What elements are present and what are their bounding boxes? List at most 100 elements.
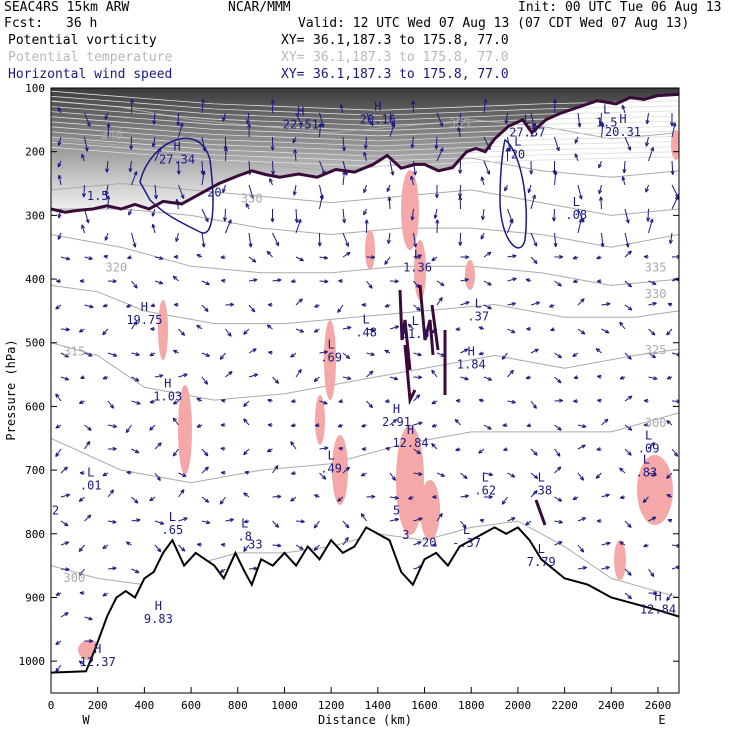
wind-vector-head-379 xyxy=(512,254,517,259)
wind-vector-head-37 xyxy=(87,426,92,431)
extremum-type-6: H xyxy=(619,112,626,126)
wind-vector-head-410 xyxy=(555,146,560,152)
wind-vector-head-248 xyxy=(345,242,349,247)
wind-vector-head-244 xyxy=(341,146,346,152)
wind-vector-head-231 xyxy=(324,279,329,284)
wind-vector-head-236 xyxy=(323,400,328,405)
wind-vector-311 xyxy=(413,422,423,426)
x-tick-label-4: 800 xyxy=(228,699,248,712)
wind-vector-head-77 xyxy=(126,303,131,308)
wind-vector-head-484 xyxy=(619,495,625,500)
wind-vector-head-192 xyxy=(266,250,271,256)
wind-vector-head-394 xyxy=(527,188,532,194)
wind-vector-head-503 xyxy=(650,441,656,447)
wind-vector-363 xyxy=(483,304,492,310)
extremum-type-7: L xyxy=(573,195,580,209)
wind-vector-head-123 xyxy=(182,473,187,477)
contour-label-12: 2 xyxy=(52,504,59,518)
wind-vector-head-352 xyxy=(463,474,468,480)
wind-vector-head-303 xyxy=(413,243,418,248)
extremum-type-11: L xyxy=(363,313,370,327)
wind-vector-head-213 xyxy=(298,298,303,303)
pv-tower-contours xyxy=(398,284,547,526)
wind-vector-216 xyxy=(295,369,302,378)
wind-vector-head-364 xyxy=(478,326,483,331)
wind-vector-head-450 xyxy=(598,163,602,169)
wind-vector-head-203 xyxy=(274,523,280,528)
wind-vector-106 xyxy=(154,520,165,525)
wind-vector-head-32 xyxy=(89,304,94,309)
wind-vector-251 xyxy=(337,304,344,313)
wind-vector-482 xyxy=(624,448,632,456)
wind-vector-478 xyxy=(624,352,632,360)
wind-vector-head-331 xyxy=(431,423,437,428)
wind-vector-head-306 xyxy=(416,306,421,311)
wind-vector-134 xyxy=(201,280,210,286)
wind-vector-60 xyxy=(107,400,114,409)
y-tick-label-6: 700 xyxy=(25,464,45,477)
wind-vector-57 xyxy=(102,328,109,336)
wind-vector-head-312 xyxy=(416,450,421,455)
wind-vector-head-510 xyxy=(669,122,674,127)
wind-vector-head-165 xyxy=(219,568,225,573)
extremum-type-3: L xyxy=(514,134,521,148)
wind-vector-426 xyxy=(554,520,563,524)
wind-vector-head-184 xyxy=(243,547,248,552)
wind-vector-head-275 xyxy=(361,423,366,428)
wind-vector-138 xyxy=(201,376,208,385)
wind-vector-500 xyxy=(648,376,658,380)
wind-vector-279 xyxy=(360,513,367,522)
wind-vector-head-494 xyxy=(649,218,654,223)
contour-label-7: 315 xyxy=(64,344,86,358)
wind-vector-274 xyxy=(366,400,373,409)
wind-vector-head-443 xyxy=(579,476,585,481)
field-wind-name: Horizontal wind speed xyxy=(8,67,173,82)
wind-vector-506 xyxy=(648,516,657,522)
wind-vector-65 xyxy=(107,520,117,523)
wind-vector-head-479 xyxy=(619,375,624,380)
wind-vector-424 xyxy=(554,466,562,474)
extremum-type-18: L xyxy=(645,429,652,443)
wind-vector-head-22 xyxy=(55,640,60,646)
wind-vector-head-191 xyxy=(275,241,280,247)
wind-vector-head-31 xyxy=(79,278,84,284)
wind-vector-150 xyxy=(224,208,226,222)
extremum-value-26: -.37 xyxy=(452,536,481,550)
wind-vector-121 xyxy=(172,417,179,426)
wind-vector-354 xyxy=(460,520,467,529)
wind-vector-461 xyxy=(601,418,609,426)
wind-vector-319 xyxy=(435,136,438,150)
wind-vector-head-197 xyxy=(274,379,280,384)
wind-vector-head-333 xyxy=(440,473,445,477)
wind-vector-394 xyxy=(527,184,532,193)
model-name: SEAC4RS 15km ARW xyxy=(4,0,130,15)
wind-vector-244 xyxy=(342,136,345,151)
wind-vector-17 xyxy=(60,520,69,527)
wind-vector-head-390 xyxy=(511,517,516,521)
wind-vector-head-28 xyxy=(85,219,90,224)
wind-vector-head-110 xyxy=(176,170,181,175)
wind-vector-head-58 xyxy=(112,352,118,357)
wind-vector-497 xyxy=(648,302,657,306)
wind-vector-head-269 xyxy=(368,284,373,289)
wind-vector-272 xyxy=(366,352,375,356)
extremum-value-14: 1.84 xyxy=(457,357,486,371)
contour-label-11: 1.5 xyxy=(87,189,109,203)
wind-vector-30 xyxy=(84,256,93,260)
wind-vector-353 xyxy=(460,495,469,498)
wind-vector-head-456 xyxy=(606,302,611,307)
wind-vector-239 xyxy=(319,472,327,480)
wind-vector-head-493 xyxy=(646,217,651,222)
wind-vector-head-406 xyxy=(533,474,539,479)
x-tick-label-7: 1400 xyxy=(365,699,392,712)
extremum-value-18: .09 xyxy=(638,442,660,456)
wind-vector-head-395 xyxy=(532,194,536,199)
wind-vector-head-363 xyxy=(487,305,492,310)
extremum-value-22: .62 xyxy=(474,484,496,498)
wind-vector-head-64 xyxy=(109,489,115,494)
wind-vector-19 xyxy=(60,568,70,571)
wind-vector-92 xyxy=(154,184,157,199)
extremum-value-4: 27.37 xyxy=(509,126,545,140)
wind-vector-head-270 xyxy=(361,302,366,307)
